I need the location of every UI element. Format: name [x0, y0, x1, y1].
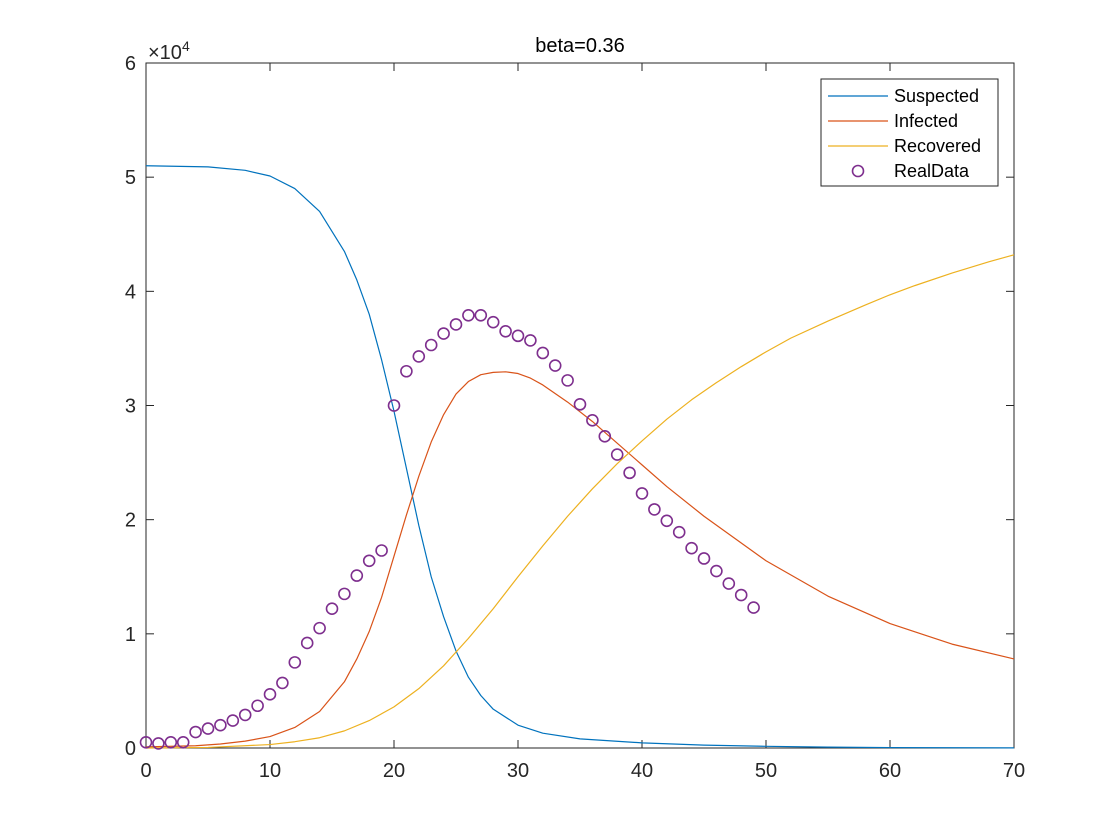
realdata-point: [424, 338, 438, 352]
realdata-point: [238, 708, 252, 722]
x-tick-label: 30: [507, 760, 529, 782]
realdata-point: [697, 552, 711, 565]
realdata-point: [300, 636, 314, 650]
realdata-point: [648, 503, 661, 516]
y-tick-label: 2: [125, 510, 136, 532]
chart-title: beta=0.36: [535, 35, 625, 57]
realdata-point: [164, 735, 178, 749]
realdata-point: [635, 487, 649, 500]
realdata-point: [685, 541, 698, 555]
y-tick-label: 5: [125, 167, 136, 189]
realdata-point: [598, 430, 612, 443]
legend-recovered-label: Recovered: [894, 136, 981, 156]
y-exponent-base: ×10: [148, 42, 182, 64]
realdata-point: [511, 329, 525, 343]
realdata-point: [412, 350, 426, 363]
legend-realdata-label: RealData: [894, 161, 970, 181]
y-exponent-power: 4: [182, 38, 190, 54]
x-tick-label: 40: [631, 760, 653, 782]
realdata-point: [486, 315, 500, 329]
legend-entries: Suspected Infected Recovered RealData: [828, 86, 981, 181]
realdata-point: [660, 514, 674, 528]
realdata-point: [449, 318, 463, 331]
realdata-point: [362, 554, 376, 568]
realdata-point: [375, 544, 388, 557]
realdata-point: [201, 722, 215, 735]
y-tick-label: 0: [125, 738, 136, 760]
x-tick-label: 20: [383, 760, 405, 782]
realdata-point: [251, 699, 264, 713]
realdata-point: [400, 364, 413, 378]
realdata-point: [387, 399, 401, 412]
x-tick-label: 60: [879, 760, 901, 782]
realdata-point: [288, 656, 302, 669]
legend-realdata-swatch: [851, 164, 865, 178]
series-infected-line: [145, 371, 1015, 748]
realdata-point: [561, 374, 574, 387]
series-recovered-line: [145, 254, 1015, 749]
legend-infected-label: Infected: [894, 111, 958, 131]
realdata-point: [313, 621, 326, 635]
realdata-point: [623, 466, 636, 480]
realdata-point: [474, 309, 488, 322]
realdata-point: [524, 334, 537, 347]
y-tick-label: 6: [125, 53, 136, 75]
realdata-point: [722, 577, 736, 590]
realdata-point: [672, 525, 686, 539]
realdata-point: [325, 602, 339, 616]
realdata-point: [189, 725, 202, 739]
y-exponent-label: ×104: [148, 38, 190, 64]
x-tick-label: 10: [259, 760, 281, 782]
realdata-point: [548, 359, 562, 372]
realdata-point: [710, 564, 723, 578]
realdata-point: [338, 587, 351, 601]
realdata-point: [586, 414, 599, 427]
realdata-point: [437, 327, 450, 340]
y-tick-label: 4: [125, 281, 136, 303]
realdata-point: [226, 714, 240, 727]
legend: Suspected Infected Recovered RealData: [820, 78, 999, 187]
realdata-point: [214, 718, 227, 732]
legend-suspected-label: Suspected: [894, 86, 979, 106]
x-tick-labels: 0 10 20 30 40 50 60 70: [140, 760, 1025, 782]
series-suspected-line: [145, 165, 1015, 749]
realdata-point: [573, 398, 587, 411]
series-realdata-markers: [139, 309, 760, 750]
y-tick-label: 3: [125, 396, 136, 418]
y-tick-label: 1: [125, 624, 136, 646]
plot-area: [139, 165, 1015, 750]
realdata-point: [499, 324, 512, 338]
x-tick-label: 0: [140, 760, 151, 782]
x-tick-label: 70: [1003, 760, 1025, 782]
realdata-point: [747, 601, 760, 614]
realdata-point: [176, 735, 190, 749]
realdata-point: [610, 448, 624, 461]
realdata-point: [139, 735, 153, 749]
y-tick-labels: 0 1 2 3 4 5 6: [125, 53, 136, 760]
realdata-point: [734, 588, 748, 602]
realdata-point: [276, 676, 289, 690]
realdata-point: [152, 737, 165, 750]
realdata-point: [350, 569, 364, 582]
realdata-point: [263, 688, 277, 701]
legend-box: [820, 78, 999, 187]
x-tick-label: 50: [755, 760, 777, 782]
realdata-point: [462, 309, 475, 322]
realdata-point: [536, 346, 550, 360]
